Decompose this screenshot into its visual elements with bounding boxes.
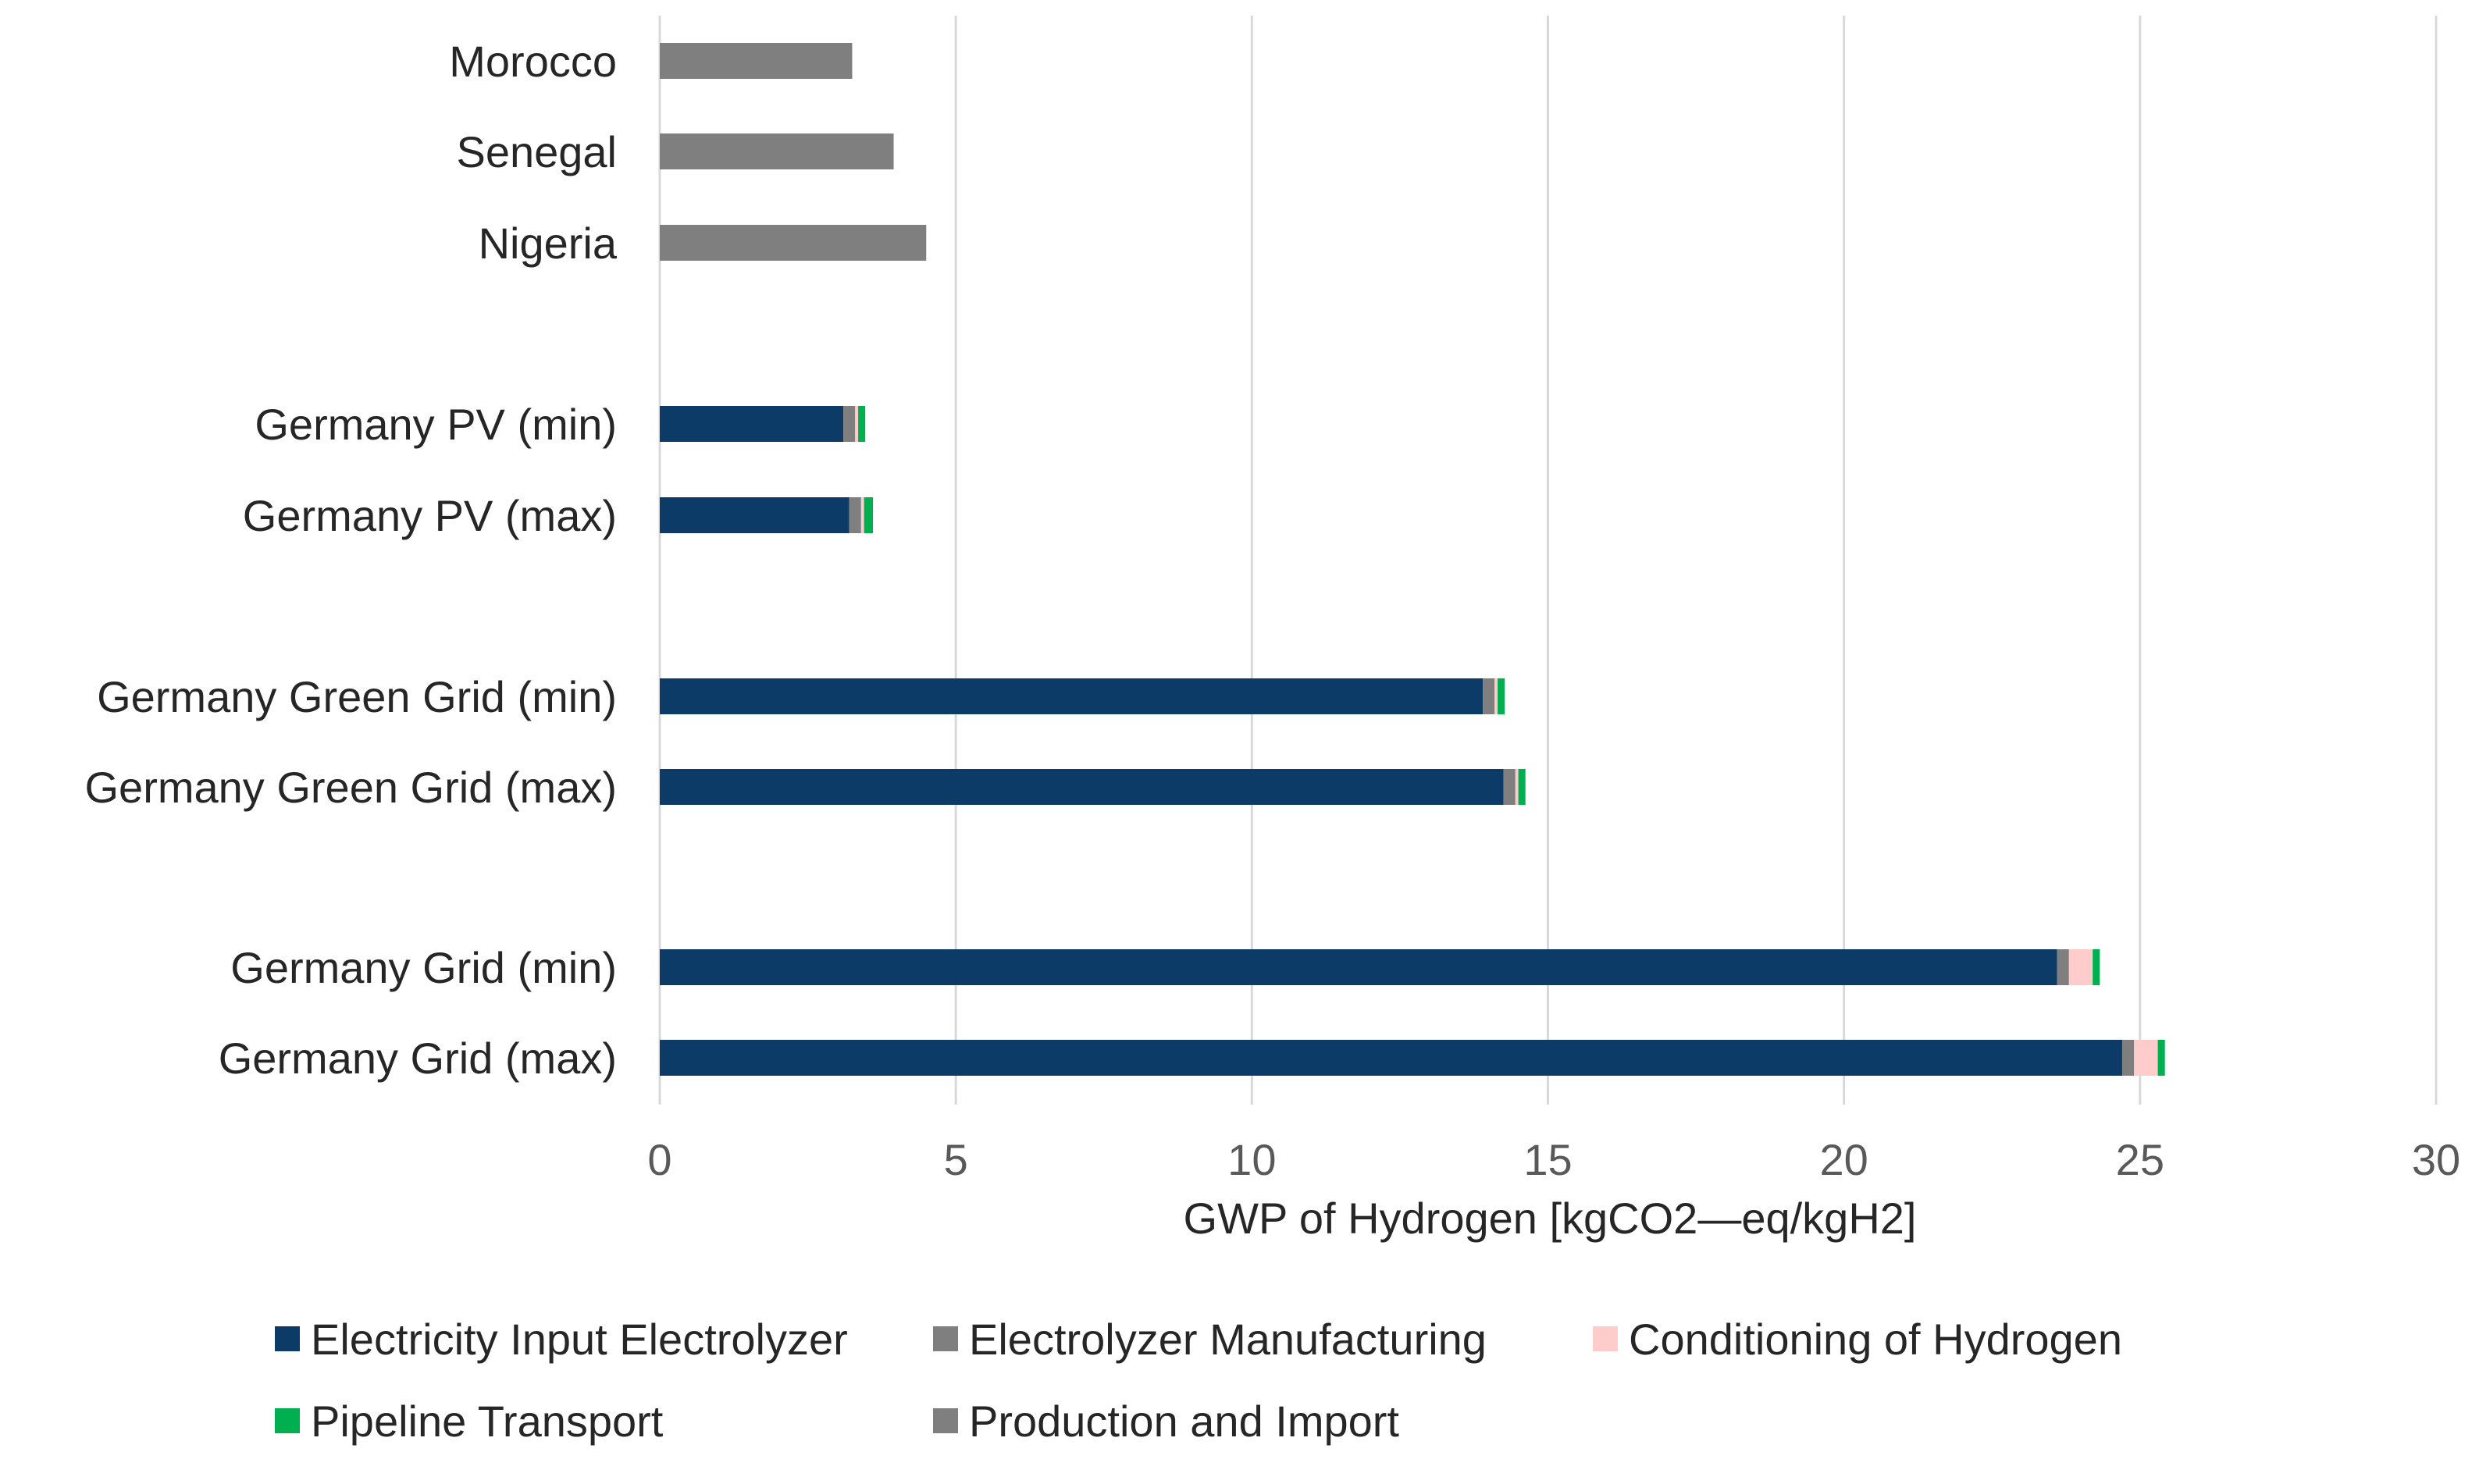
x-tick-label: 5 xyxy=(944,1135,968,1184)
gridlines xyxy=(658,16,2438,1105)
category-label: Nigeria xyxy=(479,219,618,268)
bar-segment xyxy=(660,133,894,169)
category-labels: Morocco Senegal Nigeria Germany PV (min) Ger… xyxy=(85,37,618,1083)
bar-segment xyxy=(2057,949,2069,985)
category-label: Senegal xyxy=(456,127,617,176)
x-axis-ticks: 0 5 10 15 20 25 30 xyxy=(647,1135,2460,1184)
bar-segment xyxy=(660,678,1484,714)
bar-segment xyxy=(660,949,2057,985)
category-label: Germany Grid (max) xyxy=(219,1034,617,1083)
x-tick-label: 30 xyxy=(2412,1135,2460,1184)
legend-swatch xyxy=(1593,1326,1618,1351)
legend-swatch xyxy=(275,1408,300,1433)
bar-segment xyxy=(858,406,866,442)
x-axis-title: GWP of Hydrogen [kgCO2—eq/kgH2] xyxy=(1184,1194,1917,1243)
bar-segment xyxy=(1483,678,1495,714)
category-label: Germany PV (max) xyxy=(243,491,617,540)
bar-segment xyxy=(860,497,864,533)
legend-label: Electrolyzer Manufacturing xyxy=(969,1315,1487,1364)
x-tick-label: 0 xyxy=(647,1135,671,1184)
bar-segment xyxy=(660,497,850,533)
category-label: Morocco xyxy=(449,37,617,86)
bar-segment xyxy=(1494,678,1498,714)
x-tick-label: 10 xyxy=(1227,1135,1276,1184)
bar-segment xyxy=(855,406,859,442)
x-tick-label: 20 xyxy=(1820,1135,1868,1184)
bar-segment xyxy=(864,497,873,533)
legend-label: Production and Import xyxy=(969,1397,1399,1446)
bar-segment xyxy=(2093,949,2100,985)
legend-label: Conditioning of Hydrogen xyxy=(1629,1315,2122,1364)
legend-swatch xyxy=(275,1326,300,1351)
legend-label: Pipeline Transport xyxy=(311,1397,664,1446)
bar-segment xyxy=(849,497,861,533)
bar-segment xyxy=(660,225,927,261)
category-label: Germany Grid (min) xyxy=(230,943,617,992)
legend: Electricity Input Electrolyzer Electrolyz… xyxy=(275,1315,2122,1446)
x-tick-label: 15 xyxy=(1523,1135,1572,1184)
category-label: Germany Green Grid (max) xyxy=(85,763,618,812)
bar-segment xyxy=(2068,949,2093,985)
x-tick-label: 25 xyxy=(2116,1135,2164,1184)
bars xyxy=(660,43,2165,1076)
bar-segment xyxy=(2134,1040,2158,1076)
bar-segment xyxy=(1498,678,1505,714)
bar-segment xyxy=(660,43,853,79)
legend-swatch xyxy=(933,1326,958,1351)
bar-segment xyxy=(660,769,1504,805)
bar-segment xyxy=(1518,769,1526,805)
legend-label: Electricity Input Electrolyzer xyxy=(311,1315,848,1364)
bar-segment xyxy=(660,406,844,442)
bar-segment xyxy=(843,406,856,442)
bar-segment xyxy=(2122,1040,2135,1076)
bar-segment xyxy=(660,1040,2123,1076)
category-label: Germany Green Grid (min) xyxy=(97,672,617,721)
bar-segment xyxy=(2157,1040,2165,1076)
bar-segment xyxy=(1503,769,1516,805)
bar-segment xyxy=(1515,769,1519,805)
legend-swatch xyxy=(933,1408,958,1433)
category-label: Germany PV (min) xyxy=(255,400,617,449)
